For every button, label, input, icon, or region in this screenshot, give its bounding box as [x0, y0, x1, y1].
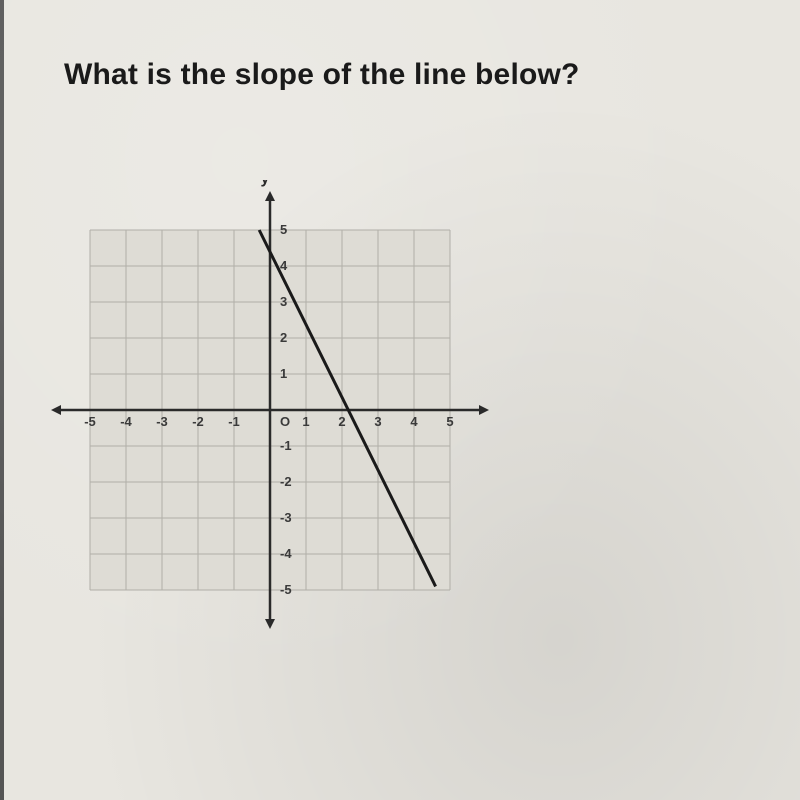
y-tick-label: -2 — [280, 474, 292, 489]
axis-arrow-down — [265, 619, 275, 629]
y-tick-label: 4 — [280, 258, 288, 273]
x-tick-label: -4 — [120, 414, 132, 429]
axis-arrow-left — [51, 405, 61, 415]
axis-arrow-up — [265, 191, 275, 201]
left-border-line — [0, 0, 4, 800]
axis-arrow-right — [479, 405, 489, 415]
y-tick-label: -5 — [280, 582, 292, 597]
x-tick-label: 4 — [410, 414, 418, 429]
y-tick-label: 1 — [280, 366, 287, 381]
y-tick-label: 3 — [280, 294, 287, 309]
x-tick-label: -3 — [156, 414, 168, 429]
x-tick-label: 5 — [446, 414, 453, 429]
x-tick-label: 1 — [302, 414, 309, 429]
y-tick-label: -3 — [280, 510, 292, 525]
graph-svg: -5-4-3-2-112345-5-4-3-2-112345O xy — [40, 180, 500, 640]
question-text: What is the slope of the line below? — [64, 58, 580, 92]
y-tick-label: -4 — [280, 546, 292, 561]
x-tick-label: 3 — [374, 414, 381, 429]
x-tick-label: 2 — [338, 414, 345, 429]
x-tick-label: -5 — [84, 414, 96, 429]
y-tick-label: 5 — [280, 222, 287, 237]
y-axis-label: y — [261, 180, 270, 187]
y-tick-label: 2 — [280, 330, 287, 345]
y-tick-label: -1 — [280, 438, 292, 453]
coordinate-graph: -5-4-3-2-112345-5-4-3-2-112345O xy — [40, 180, 500, 640]
x-tick-label: -1 — [228, 414, 240, 429]
origin-label: O — [280, 414, 290, 429]
x-tick-label: -2 — [192, 414, 204, 429]
